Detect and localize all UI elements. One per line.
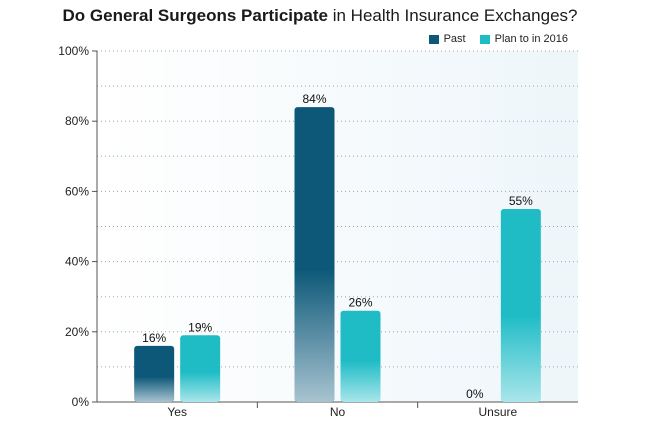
x-tick-label: No [330, 405, 346, 419]
data-label-past-no: 84% [302, 92, 326, 106]
legend-label-past: Past [443, 33, 466, 45]
bar-plan-yes [180, 335, 221, 402]
y-tick-label: 20% [65, 325, 89, 339]
legend-swatch-plan [479, 34, 490, 44]
bar-plan-no [340, 310, 381, 402]
y-tick-label: 40% [65, 255, 89, 269]
data-label-plan-no: 26% [348, 296, 372, 310]
y-tick-label: 0% [72, 395, 90, 409]
x-tick-label: Yes [167, 405, 187, 419]
chart-legend: Past Plan to in 2016 [428, 33, 568, 45]
chart-title-bold: Do General Surgeons Participate [62, 6, 328, 25]
bar-past-no [294, 107, 335, 402]
chart-title-rest: in Health Insurance Exchanges? [327, 6, 578, 25]
data-label-past-yes: 16% [142, 331, 166, 345]
chart-title: Do General Surgeons Participate in Healt… [50, 6, 590, 32]
bar-past-yes [134, 345, 175, 402]
data-label-plan-yes: 19% [188, 320, 212, 334]
legend-item-plan: Plan to in 2016 [479, 33, 568, 45]
data-label-past-unsure: 0% [466, 387, 484, 401]
legend-label-plan: Plan to in 2016 [494, 33, 568, 45]
x-tick-label: Unsure [478, 405, 517, 419]
y-tick-label: 60% [65, 184, 89, 198]
legend-item-past: Past [428, 33, 466, 45]
data-label-plan-unsure: 55% [509, 194, 533, 208]
bar-plan-unsure [500, 208, 541, 402]
y-tick-label: 80% [65, 114, 89, 128]
y-tick-label: 100% [58, 44, 89, 58]
legend-swatch-past [428, 34, 439, 44]
